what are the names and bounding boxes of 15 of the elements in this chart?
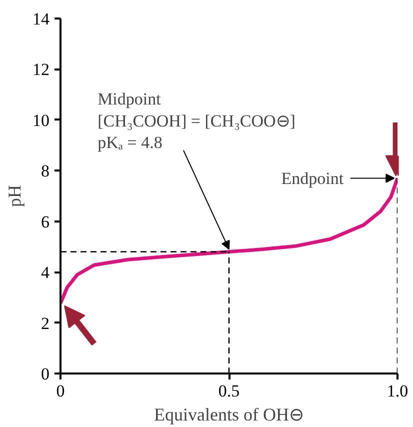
- y-tick-label: 4: [41, 263, 50, 282]
- x-axis-title: Equivalents of OH⊖: [154, 404, 304, 424]
- y-tick-label: 6: [41, 212, 50, 232]
- x-tick-label: 0: [56, 382, 65, 400]
- annotation: Midpoint [CH₃COOH] = [CH₃COO⊖] pKₐ = 4.8: [98, 90, 296, 152]
- y-tick-label: 12: [32, 60, 50, 80]
- x-tick-label: 0.5: [218, 382, 240, 400]
- y-tick-label: 0: [41, 364, 50, 384]
- y-tick-label: 2: [41, 314, 50, 333]
- annotation: Endpoint: [281, 168, 344, 188]
- y-tick-label: 8: [41, 162, 50, 181]
- y-tick-label: 10: [32, 110, 50, 130]
- y-tick-label: 14: [32, 10, 50, 28]
- y-axis-title: pH: [4, 185, 24, 207]
- x-tick-label: 1.0: [386, 382, 408, 400]
